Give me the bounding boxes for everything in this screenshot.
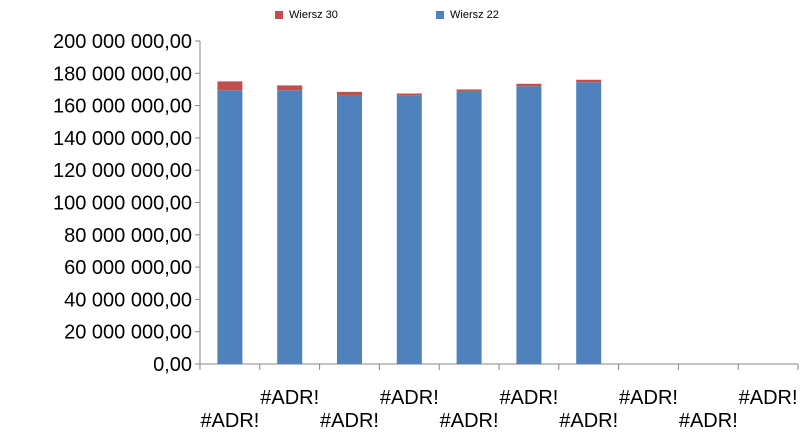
bars [217,79,602,365]
legend-label: Wiersz 22 [450,9,499,21]
x-axis: #ADR!#ADR!#ADR!#ADR!#ADR!#ADR!#ADR!#ADR!… [199,363,799,432]
bar-wiersz-30 [396,93,422,96]
bar-wiersz-30 [277,85,303,91]
y-tick-label: 40 000 000,00 [64,289,192,311]
y-tick-label: 140 000 000,00 [53,128,192,150]
bar-wiersz-22 [456,91,482,364]
legend-swatch [436,11,444,19]
x-tick-label: #ADR! [559,410,618,432]
bar-wiersz-30 [337,91,362,96]
legend-label: Wiersz 30 [289,9,338,21]
bar-wiersz-30 [576,79,602,83]
y-tick-label: 120 000 000,00 [53,160,192,182]
x-tick-label: #ADR! [320,410,379,432]
y-tick-label: 160 000 000,00 [53,96,192,118]
bar-wiersz-30 [516,83,542,87]
bar-wiersz-22 [217,90,243,364]
x-tick-label: #ADR! [739,387,798,409]
legend-item-wiersz-22: Wiersz 22 [436,9,499,21]
y-tick-label: 20 000 000,00 [64,322,192,344]
x-tick-label: #ADR! [260,387,319,409]
y-tick-label: 100 000 000,00 [53,193,192,215]
bar-wiersz-22 [337,95,362,364]
legend-swatch [275,11,283,19]
bar-wiersz-30 [217,81,243,91]
x-tick-label: #ADR! [679,410,738,432]
y-tick-label: 0,00 [153,354,192,376]
y-tick-label: 200 000 000,00 [53,31,192,53]
bar-wiersz-22 [396,95,422,364]
x-tick-label: #ADR! [499,387,558,409]
bar-wiersz-22 [576,82,602,365]
bar-wiersz-30 [456,89,482,92]
x-tick-label: #ADR! [380,387,439,409]
y-tick-label: 80 000 000,00 [64,225,192,247]
y-tick-label: 60 000 000,00 [64,257,192,279]
bar-wiersz-22 [516,86,542,364]
x-tick-label: #ADR! [200,410,259,432]
x-tick-label: #ADR! [440,410,499,432]
legend-item-wiersz-30: Wiersz 30 [275,9,338,21]
x-tick-label: #ADR! [619,387,678,409]
bar-wiersz-22 [277,90,303,364]
y-axis: 0,00 20 000 000,00 40 000 000,00 60 000 000… [53,31,201,376]
y-tick-label: 180 000 000,00 [53,63,192,85]
